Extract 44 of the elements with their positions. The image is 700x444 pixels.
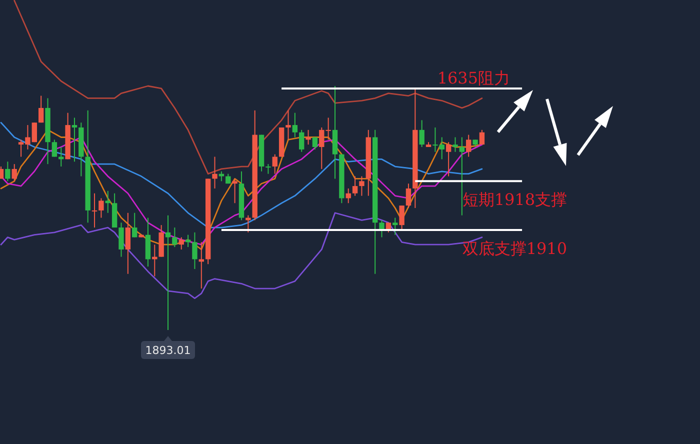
candlestick bbox=[38, 95, 44, 124]
candlestick bbox=[359, 176, 364, 196]
candlestick bbox=[266, 164, 271, 174]
candlestick bbox=[286, 110, 291, 140]
candlestick bbox=[192, 232, 198, 270]
candlestick bbox=[105, 190, 110, 214]
ref-line-label: 双底支撑1910 bbox=[462, 238, 568, 258]
candlestick bbox=[52, 139, 58, 158]
candlestick bbox=[132, 212, 138, 238]
candlestick bbox=[5, 161, 10, 182]
candlestick bbox=[178, 236, 184, 250]
candlestick bbox=[352, 176, 358, 196]
candlestick bbox=[218, 170, 224, 182]
candlestick bbox=[446, 142, 452, 177]
ref-line-label: 1635阻力 bbox=[437, 68, 510, 88]
candlestick bbox=[306, 129, 311, 146]
candlestick bbox=[98, 198, 104, 218]
ref-line-label: 短期1918支撑 bbox=[462, 190, 568, 210]
candlestick bbox=[452, 136, 458, 152]
candlestick bbox=[466, 134, 472, 158]
candlestick bbox=[379, 220, 384, 238]
candlestick bbox=[406, 183, 412, 208]
candlestick bbox=[172, 227, 178, 248]
candlestick bbox=[399, 205, 404, 230]
candlestick bbox=[299, 129, 304, 152]
candlestick bbox=[185, 234, 191, 248]
candlestick bbox=[165, 214, 171, 330]
candlestick bbox=[212, 156, 218, 189]
annotation: 1893.01 bbox=[145, 344, 191, 357]
candlestick bbox=[419, 120, 424, 148]
candlestick bbox=[272, 154, 278, 174]
candlestick bbox=[312, 136, 318, 150]
candlestick bbox=[459, 136, 465, 216]
candlestick bbox=[292, 112, 298, 138]
low-label: 1893.01 bbox=[141, 336, 195, 359]
candlestick bbox=[479, 129, 485, 146]
candlestick bbox=[232, 178, 238, 204]
candlestick bbox=[118, 222, 124, 258]
candlestick bbox=[392, 217, 398, 236]
candlestick bbox=[72, 117, 78, 162]
candlestick bbox=[12, 164, 17, 182]
candlestick bbox=[125, 212, 131, 274]
candlestick bbox=[198, 242, 204, 290]
candlestick bbox=[92, 192, 98, 228]
